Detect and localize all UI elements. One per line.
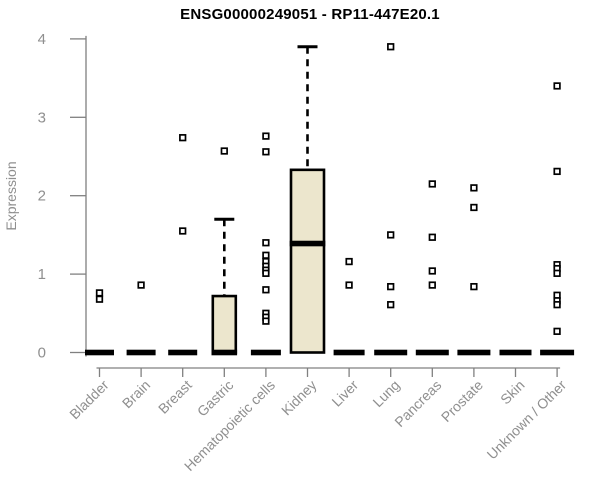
- outlier-point: [262, 269, 270, 277]
- outlier-point: [95, 289, 104, 297]
- chart-title: ENSG00000249051 - RP11-447E20.1: [180, 6, 440, 23]
- outlier-point: [262, 132, 270, 140]
- outlier-point: [179, 227, 187, 235]
- x-axis-tick-label: Kidney: [278, 377, 320, 419]
- zero-median-bar: [85, 349, 114, 356]
- zero-median-bar: [540, 349, 575, 356]
- outlier-point: [262, 251, 270, 259]
- outlier-point: [428, 233, 436, 241]
- y-axis-tick-label: 2: [38, 188, 46, 205]
- median-line: [289, 240, 326, 247]
- x-axis-tick-label: Unknown / Other: [484, 377, 570, 463]
- zero-median-bar: [499, 349, 532, 356]
- y-axis-tick-label: 1: [38, 266, 46, 283]
- x-axis-tick-label: Prostate: [438, 377, 486, 425]
- outlier-point: [179, 134, 187, 142]
- outlier-point: [387, 43, 395, 51]
- outlier-point: [428, 267, 436, 275]
- x-axis-tick-label: Bladder: [66, 377, 112, 423]
- outlier-point: [470, 203, 478, 212]
- zero-median-bar: [126, 349, 156, 356]
- outlier-point: [262, 317, 270, 325]
- y-axis-tick-label: 3: [38, 109, 46, 126]
- outlier-point: [345, 281, 353, 289]
- x-axis-tick-label: Brain: [119, 377, 153, 411]
- outlier-point: [387, 282, 395, 291]
- outlier-point: [470, 184, 478, 192]
- outlier-point: [137, 281, 145, 289]
- outlier-point: [262, 239, 270, 247]
- zero-median-bar: [333, 349, 365, 356]
- x-axis-tick-label: Liver: [328, 377, 361, 410]
- y-axis-tick-label: 0: [38, 345, 46, 362]
- outlier-point: [262, 286, 270, 294]
- zero-median-bar: [415, 349, 449, 356]
- zero-median-bar: [250, 349, 281, 356]
- outlier-point: [428, 281, 436, 289]
- outlier-point: [262, 148, 270, 156]
- outlier-point: [553, 301, 561, 309]
- outlier-point: [428, 180, 436, 188]
- zero-median-bar: [374, 349, 408, 356]
- x-axis-tick-label: Lung: [369, 377, 402, 410]
- y-axis-tick-label: 4: [38, 31, 46, 48]
- outlier-point: [220, 147, 228, 155]
- x-axis-tick-label: Skin: [497, 377, 528, 408]
- x-axis-tick-label: Breast: [155, 377, 195, 417]
- median-line: [211, 349, 238, 356]
- outlier-point: [387, 301, 395, 309]
- box: [289, 168, 326, 354]
- zero-median-bar: [457, 349, 491, 356]
- zero-median-bar: [168, 349, 198, 356]
- outlier-point: [387, 231, 395, 239]
- outlier-point: [553, 82, 561, 90]
- outlier-point: [95, 295, 104, 303]
- outlier-point: [553, 327, 561, 335]
- outlier-point: [553, 167, 561, 176]
- outlier-point: [345, 257, 353, 266]
- outlier-point: [470, 282, 478, 291]
- box: [211, 294, 238, 354]
- outlier-point: [553, 269, 561, 277]
